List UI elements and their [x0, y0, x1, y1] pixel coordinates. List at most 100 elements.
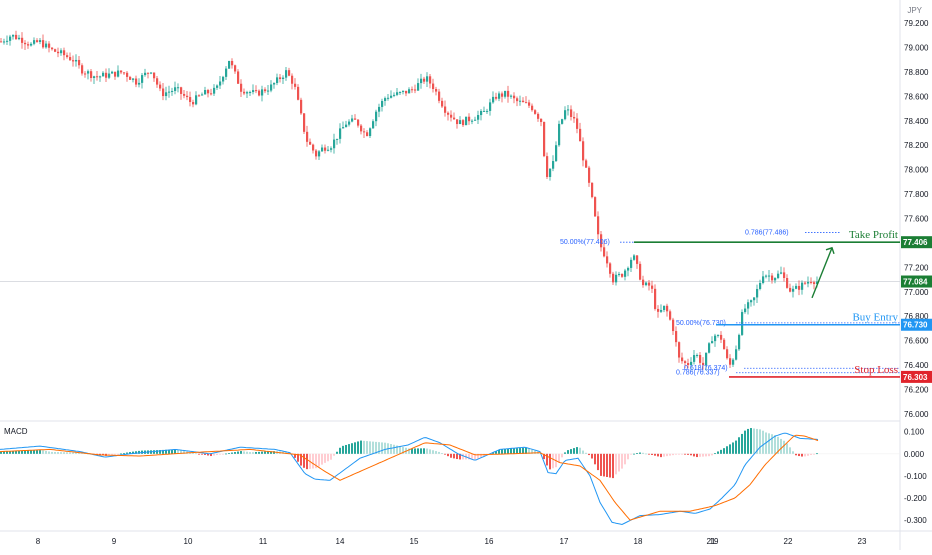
candle-body — [507, 90, 510, 97]
projection-arrow-head — [825, 246, 835, 255]
candle-body — [276, 77, 279, 84]
macd-histogram-bar — [543, 453, 545, 460]
candle-body — [762, 276, 765, 283]
candle-body — [705, 352, 708, 366]
candle-body — [441, 100, 444, 107]
macd-histogram-bar — [48, 451, 50, 454]
price-tag-label: 77.406 — [903, 238, 928, 247]
candle-body — [186, 95, 189, 98]
macd-histogram-bar — [114, 453, 116, 455]
candle-body — [636, 255, 639, 264]
candle-body — [663, 305, 666, 311]
macd-histogram-bar — [306, 453, 308, 470]
time-tick-label: 16 — [485, 537, 494, 546]
macd-histogram-bar — [621, 453, 623, 469]
macd-histogram-bar — [567, 450, 569, 454]
candle-body — [495, 96, 498, 99]
candle-body — [465, 116, 468, 126]
candle-body — [198, 95, 201, 97]
macd-histogram-bar — [402, 447, 404, 454]
candle-body — [318, 151, 321, 157]
candle-body — [768, 275, 771, 277]
price-tick-label: 76.800 — [904, 312, 929, 321]
candle-body — [96, 76, 99, 78]
macd-histogram-bar — [609, 453, 611, 478]
time-tick-label: 19 — [710, 537, 719, 546]
candle-body — [327, 149, 330, 151]
macd-histogram-bar — [729, 444, 731, 454]
macd-tick-label: -0.300 — [904, 516, 927, 525]
candle-body — [132, 78, 135, 80]
macd-histogram-bar — [24, 450, 26, 454]
candle-body — [252, 90, 255, 93]
candle-body — [438, 91, 441, 101]
macd-histogram-bar — [750, 428, 752, 454]
candles — [0, 30, 819, 371]
macd-histogram-bar — [165, 449, 167, 454]
macd-histogram-bar — [516, 448, 518, 454]
macd-histogram-bar — [123, 453, 125, 454]
macd-histogram-bar — [546, 453, 548, 466]
macd-histogram-bar — [522, 447, 524, 454]
macd-histogram-bar — [705, 453, 707, 457]
macd-pane: MACD — [0, 427, 900, 526]
candle-body — [558, 123, 561, 146]
candle-body — [540, 118, 543, 122]
candle-body — [447, 112, 450, 115]
macd-histogram-bar — [624, 453, 626, 465]
candle-body — [594, 197, 597, 217]
candle-body — [738, 334, 741, 350]
candle-body — [504, 90, 507, 97]
macd-histogram-bar — [519, 448, 521, 454]
projection-arrow-shaft — [811, 247, 833, 299]
candle-body — [612, 273, 615, 283]
macd-histogram-bar — [354, 442, 356, 454]
candle-body — [54, 49, 57, 52]
candle-body — [75, 59, 78, 62]
macd-histogram-bar — [714, 453, 716, 455]
candle-body — [816, 281, 819, 285]
candle-body — [378, 106, 381, 112]
macd-histogram-bar — [600, 453, 602, 476]
macd-histogram-bar — [735, 440, 737, 454]
candle-body — [183, 93, 186, 96]
macd-histogram-bar — [579, 447, 581, 454]
candle-body — [783, 272, 786, 279]
candle-body — [672, 319, 675, 332]
macd-histogram-bar — [300, 453, 302, 466]
fib-level-label: 0.786(76.337) — [676, 370, 720, 377]
candle-body — [621, 273, 624, 277]
candle-body — [297, 86, 300, 100]
macd-histogram-bar — [393, 444, 395, 454]
macd-histogram-bar — [495, 451, 497, 454]
candle-body — [141, 75, 144, 83]
macd-histogram-bar — [762, 430, 764, 454]
macd-histogram-bar — [243, 451, 245, 454]
macd-histogram-bar — [318, 453, 320, 467]
macd-histogram-bar — [357, 441, 359, 454]
macd-histogram-bar — [120, 453, 122, 455]
macd-histogram-bar — [330, 453, 332, 460]
macd-histogram-bar — [654, 453, 656, 456]
candle-body — [735, 349, 738, 360]
macd-histogram-bar — [315, 453, 317, 469]
macd-histogram-bar — [162, 449, 164, 454]
candle-body — [102, 72, 105, 77]
macd-histogram-bar — [180, 450, 182, 454]
macd-histogram-bar — [450, 453, 452, 458]
macd-histogram-bar — [462, 453, 464, 460]
macd-histogram-bar — [480, 453, 482, 458]
macd-histogram-bar — [72, 452, 74, 454]
candle-body — [114, 71, 117, 77]
macd-histogram-bar — [408, 448, 410, 454]
macd-histogram-bar — [156, 450, 158, 454]
macd-histogram-bar — [423, 448, 425, 454]
candle-body — [345, 124, 348, 128]
macd-histogram-bar — [816, 453, 818, 455]
price-tag — [901, 318, 932, 331]
time-tick-label: 17 — [560, 537, 569, 546]
macd-histogram-bar — [813, 453, 815, 455]
macd-histogram-bar — [663, 453, 665, 457]
